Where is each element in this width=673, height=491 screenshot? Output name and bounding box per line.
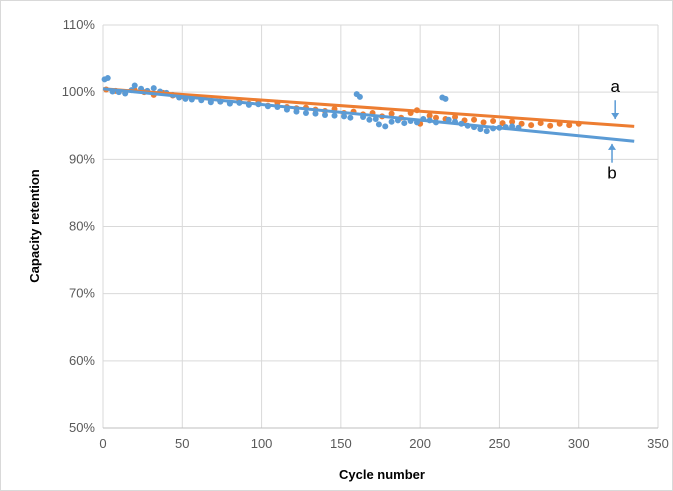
axis-layer: 50% 60% 70% 80% 90% 100% 110% 0 50 100 150 200 250 30… [62, 17, 669, 451]
data-point-b [445, 116, 452, 123]
data-point-b [366, 116, 373, 123]
data-point-b [382, 123, 389, 130]
y-axis-title: Capacity retention [27, 169, 42, 282]
y-tick-label: 60% [69, 353, 95, 368]
data-point-b [483, 128, 490, 135]
data-point-a [452, 114, 459, 121]
y-tick-label: 90% [69, 151, 95, 166]
data-point-a [518, 120, 525, 127]
data-point-b [331, 112, 338, 119]
trendline-b [102, 87, 635, 143]
data-point-a [499, 120, 506, 127]
data-point-b [401, 120, 408, 127]
data-point-b [388, 118, 395, 125]
data-point-b [104, 75, 111, 82]
data-point-b [375, 121, 382, 128]
data-point-b [322, 112, 328, 119]
y-tick-label: 100% [62, 84, 96, 99]
data-point-b [131, 82, 138, 89]
data-point-b [312, 110, 319, 117]
data-point-a [490, 118, 497, 125]
annotation-label-a: a [610, 77, 620, 96]
data-point-a [388, 110, 395, 117]
data-point-a [509, 118, 516, 125]
y-tick-label: 110% [63, 17, 96, 32]
annotation-label-b: b [607, 164, 616, 183]
data-point-b [356, 93, 363, 100]
trendline-a [102, 87, 635, 128]
x-tick-label: 0 [99, 436, 106, 451]
x-axis-title: Cycle number [339, 467, 425, 482]
x-tick-label: 50 [175, 436, 189, 451]
annotation-arrowhead-b [608, 143, 617, 150]
data-point-b [150, 85, 157, 92]
data-point-b [293, 108, 300, 115]
y-tick-label: 80% [69, 219, 95, 234]
x-tick-label: 150 [330, 436, 352, 451]
data-point-a [547, 122, 554, 129]
data-point-a [426, 112, 433, 119]
data-point-a [566, 122, 573, 129]
data-point-b [372, 116, 379, 123]
y-tick-label: 50% [69, 420, 95, 435]
grid-layer [102, 24, 659, 429]
annotation-arrowhead-a [611, 113, 620, 120]
y-tick-label: 70% [69, 286, 95, 301]
data-point-a [480, 119, 487, 126]
x-tick-label: 200 [409, 436, 431, 451]
data-point-a [537, 120, 544, 127]
data-point-b [442, 95, 449, 102]
data-point-a [528, 122, 535, 129]
data-point-b [347, 114, 354, 121]
data-point-a [433, 114, 439, 121]
x-tick-label: 250 [489, 436, 511, 451]
x-tick-label: 300 [568, 436, 590, 451]
x-tick-label: 350 [647, 436, 669, 451]
data-point-b [302, 109, 309, 116]
data-point-a [471, 116, 478, 123]
annotation-layer: ab [607, 77, 620, 182]
data-point-b [341, 113, 348, 120]
x-tick-label: 100 [251, 436, 273, 451]
trendline-layer [102, 87, 635, 143]
